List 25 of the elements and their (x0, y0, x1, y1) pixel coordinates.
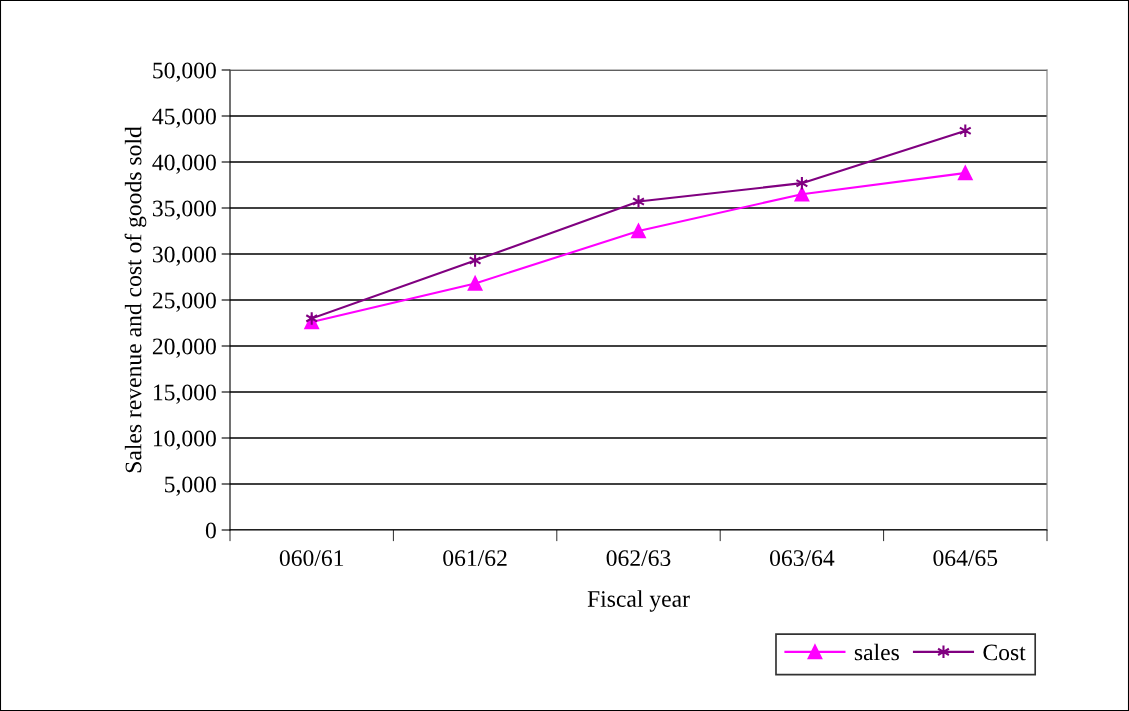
legend-label: Cost (983, 644, 1026, 661)
x-tick-label: 064/65 (933, 550, 998, 567)
x-tick-label: 061/62 (443, 550, 507, 567)
y-tick-label: 15,000 (153, 384, 216, 404)
y-tick-label: 10,000 (153, 430, 216, 450)
x-axis-title: Fiscal year (587, 590, 690, 612)
x-tick-label: 060/61 (279, 550, 344, 567)
legend-label: sales (854, 643, 899, 661)
y-tick-label: 50,000 (153, 62, 216, 82)
y-tick-label: 0 (205, 522, 216, 539)
y-tick-label: 20,000 (152, 338, 216, 358)
point (958, 165, 973, 181)
y-tick-label: 25,000 (152, 292, 216, 312)
y-axis-title: Sales revenue and cost of goods sold (124, 126, 147, 473)
point (632, 194, 645, 209)
point (467, 276, 483, 291)
point (794, 186, 810, 202)
y-tick-label: 45,000 (152, 108, 216, 128)
y-tick-label: 35,000 (153, 200, 216, 220)
y-tick-label: 5,000 (165, 476, 216, 496)
y-tick-label: 30,000 (153, 246, 216, 266)
x-tick-label: 062/63 (606, 550, 671, 567)
y-tick-label: 40,000 (152, 154, 216, 174)
point (631, 223, 646, 239)
x-tick-label: 063/64 (770, 550, 835, 567)
